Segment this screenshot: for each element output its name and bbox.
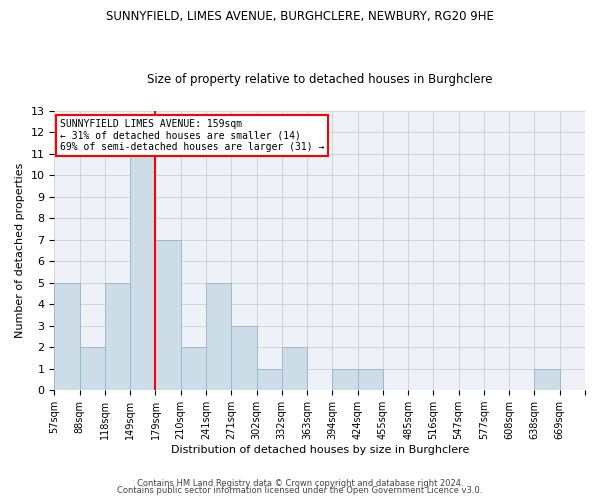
Bar: [282, 347, 307, 390]
Bar: [535, 368, 560, 390]
Text: Contains public sector information licensed under the Open Government Licence v3: Contains public sector information licen…: [118, 486, 482, 495]
Bar: [130, 154, 155, 390]
Bar: [105, 282, 130, 390]
Y-axis label: Number of detached properties: Number of detached properties: [15, 163, 25, 338]
Bar: [80, 347, 105, 390]
Bar: [231, 326, 257, 390]
Bar: [206, 282, 231, 390]
Bar: [155, 240, 181, 390]
Title: Size of property relative to detached houses in Burghclere: Size of property relative to detached ho…: [147, 73, 493, 86]
X-axis label: Distribution of detached houses by size in Burghclere: Distribution of detached houses by size …: [170, 445, 469, 455]
Bar: [332, 368, 358, 390]
Text: SUNNYFIELD LIMES AVENUE: 159sqm
← 31% of detached houses are smaller (14)
69% of: SUNNYFIELD LIMES AVENUE: 159sqm ← 31% of…: [60, 119, 324, 152]
Bar: [358, 368, 383, 390]
Text: Contains HM Land Registry data © Crown copyright and database right 2024.: Contains HM Land Registry data © Crown c…: [137, 478, 463, 488]
Bar: [55, 282, 80, 390]
Bar: [257, 368, 282, 390]
Bar: [181, 347, 206, 390]
Text: SUNNYFIELD, LIMES AVENUE, BURGHCLERE, NEWBURY, RG20 9HE: SUNNYFIELD, LIMES AVENUE, BURGHCLERE, NE…: [106, 10, 494, 23]
